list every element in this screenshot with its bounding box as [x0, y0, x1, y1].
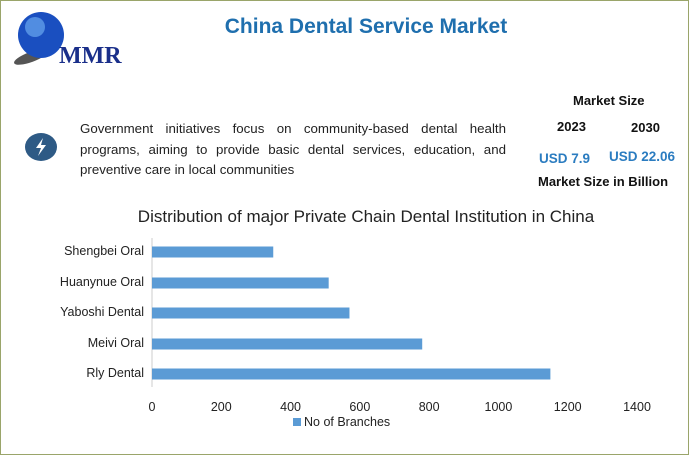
bar-huanynue-oral: [152, 277, 329, 289]
value-end: USD 22.06: [609, 149, 676, 164]
market-size-heading: Market Size: [573, 93, 645, 108]
category-label: Shengbei Oral: [64, 244, 144, 258]
category-label: Huanynue Oral: [59, 275, 144, 289]
x-tick-label: 800: [418, 400, 440, 414]
description-text: Government initiatives focus on communit…: [80, 121, 506, 177]
x-tick-label: 200: [210, 400, 232, 414]
page-title: China Dental Service Market: [224, 15, 508, 38]
bar-rly-dental: [152, 368, 551, 380]
legend-label: No of Branches: [304, 415, 391, 429]
x-tick-label: 600: [349, 400, 371, 414]
x-tick-label: 400: [280, 400, 301, 414]
bar-meivi-oral: [152, 338, 423, 350]
mmr-logo: MMR: [11, 9, 141, 71]
category-label: Yaboshi Dental: [60, 305, 144, 319]
category-label: Meivi Oral: [87, 336, 144, 350]
year-start: 2023: [557, 119, 586, 134]
x-tick-label: 1200: [553, 400, 582, 414]
lightning-bolt-icon: [25, 133, 57, 161]
x-tick-label: 1000: [484, 400, 513, 414]
x-tick-label: 0: [148, 400, 156, 414]
bar-shengbei-oral: [152, 246, 274, 258]
unit-note: Market Size in Billion: [538, 174, 669, 189]
x-tick-label: 1400: [623, 400, 651, 414]
value-start: USD 7.9: [539, 151, 591, 166]
svg-text:MMR: MMR: [59, 43, 122, 69]
bar-yaboshi-dental: [152, 307, 350, 319]
category-label: Rly Dental: [86, 366, 144, 380]
legend-swatch: [293, 418, 301, 426]
year-end: 2030: [631, 120, 660, 135]
legend: No of Branches: [293, 415, 390, 429]
chart-title: Distribution of major Private Chain Dent…: [137, 207, 595, 226]
